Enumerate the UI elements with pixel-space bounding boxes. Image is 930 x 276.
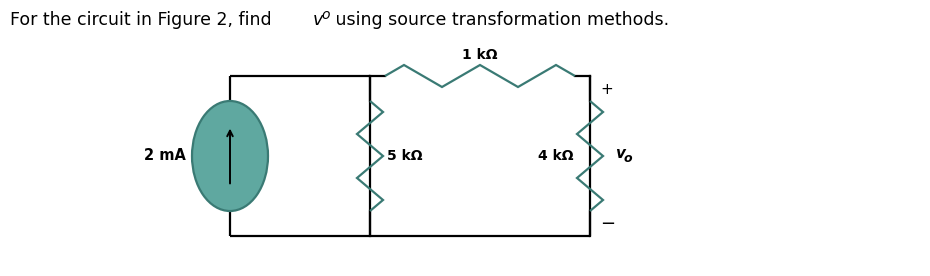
Text: 4 kΩ: 4 kΩ [538,149,573,163]
Text: +: + [600,82,613,97]
Text: 1 kΩ: 1 kΩ [462,48,498,62]
Text: −: − [600,215,615,233]
Text: 5 kΩ: 5 kΩ [387,149,422,163]
Text: v: v [313,11,324,29]
Text: o: o [624,152,632,164]
Text: For the circuit in Figure 2, find: For the circuit in Figure 2, find [10,11,277,29]
Text: v: v [615,147,625,161]
Text: using source transformation methods.: using source transformation methods. [330,11,669,29]
Ellipse shape [192,101,268,211]
Text: 2 mA: 2 mA [144,148,186,163]
Text: o: o [321,8,329,22]
